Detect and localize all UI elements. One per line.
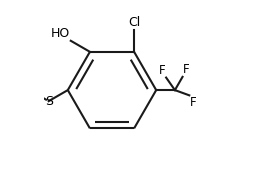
Text: Cl: Cl [128,16,140,29]
Text: HO: HO [51,27,70,40]
Text: F: F [159,64,166,77]
Text: F: F [183,63,190,76]
Text: S: S [45,95,53,108]
Text: F: F [190,96,197,109]
